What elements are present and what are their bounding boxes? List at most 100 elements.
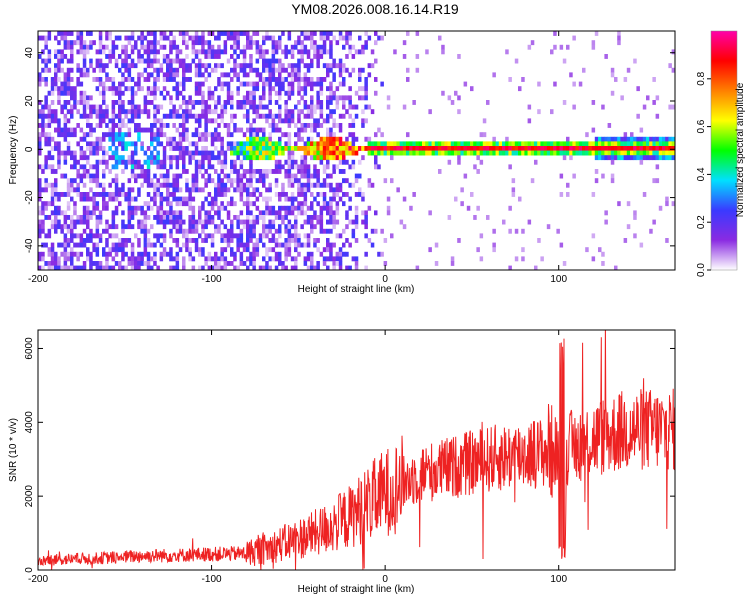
spectrogram-cell bbox=[66, 265, 71, 270]
spectrogram-cell bbox=[50, 210, 55, 216]
spectrogram-cell bbox=[150, 256, 154, 262]
spectrogram-cell bbox=[300, 146, 304, 151]
spectrogram-cell bbox=[217, 215, 221, 220]
spectrogram-cell bbox=[143, 58, 148, 64]
spectrogram-cell bbox=[223, 44, 228, 50]
spectrogram-cell bbox=[89, 173, 93, 179]
spectrogram-cell bbox=[252, 90, 256, 96]
spectrogram-cell bbox=[191, 35, 196, 41]
spectrogram-cell bbox=[585, 247, 589, 253]
spectrogram-cell bbox=[582, 67, 586, 73]
spectrogram-cell bbox=[217, 81, 221, 87]
spectrogram-cell bbox=[233, 146, 237, 151]
spectrogram-cell bbox=[271, 150, 276, 156]
spectrogram-cell bbox=[268, 256, 272, 262]
spectrogram-cell bbox=[79, 192, 84, 197]
spectrogram-cell bbox=[348, 44, 352, 50]
spectrogram-cell bbox=[361, 118, 365, 124]
spectrogram-cell bbox=[130, 265, 135, 270]
spectrogram-cell bbox=[134, 81, 138, 87]
spectrogram-cell bbox=[594, 146, 599, 151]
spectrogram-cell bbox=[188, 113, 192, 119]
spectrogram-cell bbox=[114, 100, 119, 105]
spectrogram-cell bbox=[162, 113, 167, 119]
spectrogram-cell bbox=[214, 210, 218, 216]
spectrogram-cell bbox=[287, 90, 292, 96]
spectrogram-cell bbox=[313, 146, 317, 151]
spectrogram-cell bbox=[159, 132, 164, 138]
spectrogram-cell bbox=[329, 54, 333, 59]
spectrogram-cell bbox=[102, 132, 106, 138]
spectrogram-cell bbox=[242, 169, 247, 174]
spectrogram-cell bbox=[70, 219, 74, 225]
spectrogram-cell bbox=[220, 141, 224, 147]
spectrogram-cell bbox=[63, 72, 68, 78]
spectrogram-cell bbox=[207, 86, 212, 92]
spectrogram-cell bbox=[294, 141, 298, 147]
spectrogram-cell bbox=[262, 90, 266, 96]
spectrogram-cell bbox=[284, 238, 288, 243]
spectrogram-cell bbox=[102, 150, 106, 156]
spectrogram-cell bbox=[86, 118, 90, 124]
spectrogram-cell bbox=[54, 265, 58, 270]
spectrogram-cell bbox=[111, 136, 116, 142]
spectrogram-cell bbox=[102, 49, 106, 55]
spectrogram-cell bbox=[297, 90, 301, 96]
spectrogram-cell bbox=[178, 81, 183, 87]
spectrogram-cell bbox=[111, 150, 116, 156]
spectrogram-cell bbox=[66, 67, 71, 73]
spectrogram-cell bbox=[210, 201, 215, 207]
spectrogram-cell bbox=[191, 178, 196, 184]
spectrogram-cell bbox=[303, 77, 308, 82]
spectrogram-cell bbox=[217, 95, 221, 101]
spectrogram-cell bbox=[415, 150, 420, 156]
spectrogram-cell bbox=[623, 146, 628, 151]
spectrogram-cell bbox=[95, 261, 100, 266]
spectrogram-cell bbox=[140, 31, 144, 36]
spectrogram-cell bbox=[636, 150, 640, 156]
spectrogram-cell bbox=[60, 104, 64, 110]
spectrogram-cell bbox=[178, 113, 183, 119]
spectrogram-cell bbox=[156, 67, 160, 73]
spectrogram-cell bbox=[319, 49, 324, 55]
spectrogram-cell bbox=[95, 86, 100, 92]
spectrogram-cell bbox=[246, 215, 250, 220]
spectrogram-cell bbox=[316, 77, 320, 82]
spectrogram-cell bbox=[127, 127, 132, 133]
spectrogram-cell bbox=[338, 187, 343, 193]
spectrogram-cell bbox=[306, 35, 311, 41]
spectrogram-cell bbox=[150, 40, 154, 46]
spectrogram-cell bbox=[169, 192, 173, 197]
spectrogram-cell bbox=[57, 95, 61, 101]
spectrogram-cell bbox=[166, 219, 170, 225]
spectrogram-cell bbox=[329, 86, 333, 92]
spectrogram-cell bbox=[265, 141, 269, 147]
spectrogram-cell bbox=[326, 146, 330, 151]
spectrogram-cell bbox=[121, 169, 125, 174]
spectrogram-cell bbox=[239, 150, 244, 156]
spectrogram-cell bbox=[671, 104, 675, 110]
spectrogram-cell bbox=[159, 233, 164, 239]
spectrogram-cell bbox=[54, 187, 58, 193]
spectrogram-cell bbox=[246, 127, 250, 133]
spectrogram-cell bbox=[246, 35, 250, 41]
spectrogram-cell bbox=[127, 192, 132, 197]
spectrogram-cell bbox=[198, 49, 202, 55]
spectrogram-cell bbox=[140, 72, 144, 78]
spectrogram-cell bbox=[252, 173, 256, 179]
spectrogram-cell bbox=[434, 150, 439, 156]
spectrogram-cell bbox=[623, 136, 628, 142]
spectrogram-cell bbox=[214, 192, 218, 197]
spectrogram-cell bbox=[220, 169, 224, 174]
spectrogram-cell bbox=[300, 109, 304, 115]
spectrogram-cell bbox=[454, 90, 458, 96]
spectrogram-cell bbox=[204, 215, 208, 220]
spectrogram-cell bbox=[655, 95, 660, 101]
spectrogram-cell bbox=[185, 77, 189, 82]
spectrogram-cell bbox=[287, 109, 292, 115]
spectrogram-cell bbox=[159, 141, 164, 147]
spectrogram-cell bbox=[54, 224, 58, 230]
spectrogram-cell bbox=[159, 67, 164, 73]
spectrogram-cell bbox=[364, 219, 368, 225]
spectrogram-cell bbox=[226, 187, 231, 193]
